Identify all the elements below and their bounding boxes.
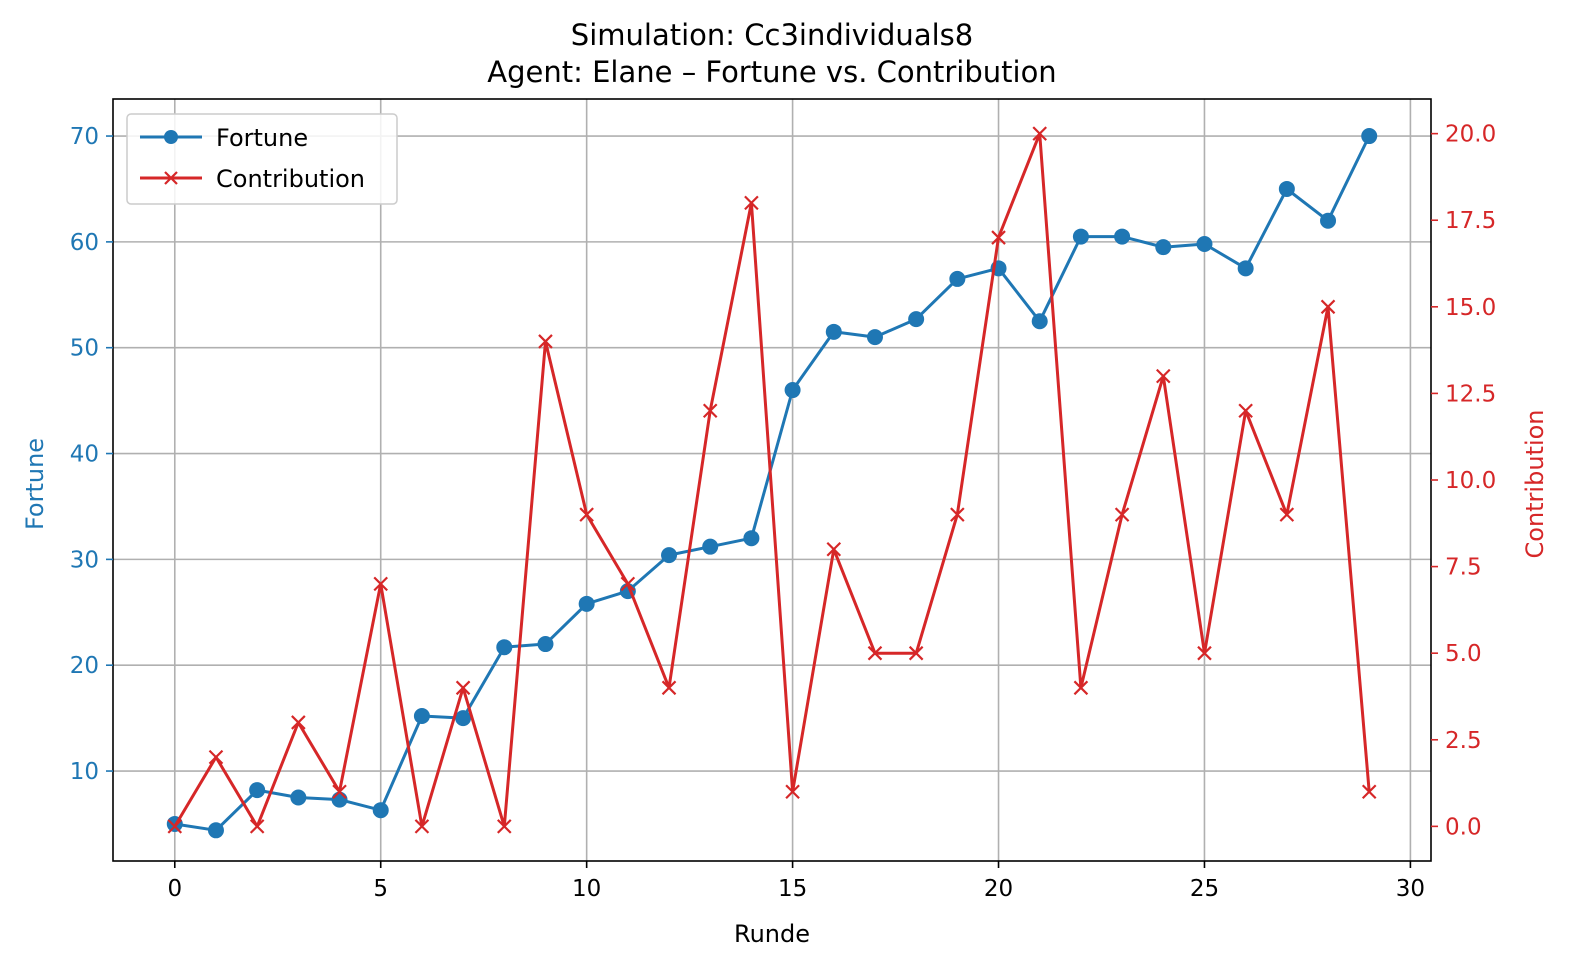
fortune-point xyxy=(1196,235,1213,252)
contribution-point xyxy=(826,541,842,557)
fortune-point xyxy=(1114,228,1131,245)
contribution-point xyxy=(332,784,347,800)
fortune-point xyxy=(702,538,719,555)
y-tick-label-left: 60 xyxy=(70,230,99,256)
x-tick-label: 15 xyxy=(778,876,807,902)
fortune-point xyxy=(249,782,266,799)
y-axis-label-right: Contribution xyxy=(1521,409,1549,558)
fortune-point xyxy=(1237,260,1254,277)
legend-fortune-marker xyxy=(164,130,178,144)
x-axis-label: Runde xyxy=(734,920,810,948)
y-tick-label-left: 30 xyxy=(70,547,99,573)
y-axis-label-left: Fortune xyxy=(21,438,49,530)
y-axis-right: 0.0 2.5 5.0 7.5 10.0 12.5 15.0 17.5 20.0 xyxy=(1431,122,1496,840)
y-tick-label-left: 10 xyxy=(70,759,99,785)
series-layer xyxy=(166,126,1378,839)
contribution-point xyxy=(1073,680,1089,696)
fortune-point xyxy=(1155,239,1172,256)
fortune-point xyxy=(1320,212,1337,229)
contribution-point xyxy=(291,715,306,730)
legend-fortune-label: Fortune xyxy=(216,124,308,152)
contribution-point xyxy=(1032,126,1047,141)
y-tick-label-left: 20 xyxy=(70,653,99,679)
contribution-point xyxy=(620,576,636,592)
fortune-point xyxy=(1278,180,1295,197)
fortune-point xyxy=(1031,313,1048,330)
fortune-point xyxy=(784,382,801,399)
contribution-point xyxy=(1320,299,1336,315)
y-tick-label-right: 2.5 xyxy=(1445,728,1482,754)
chart-title-line1: Simulation: Cc3individuals8 xyxy=(571,18,973,52)
y-tick-label-right: 5.0 xyxy=(1445,641,1482,667)
x-tick-label: 30 xyxy=(1396,876,1425,902)
y-tick-label-right: 7.5 xyxy=(1445,555,1482,581)
fortune-point xyxy=(578,595,595,612)
contribution-point xyxy=(1238,403,1253,419)
fortune-point xyxy=(537,636,554,653)
fortune-point xyxy=(413,708,430,725)
contribution-point xyxy=(538,334,553,349)
y-tick-label-right: 20.0 xyxy=(1445,122,1496,148)
y-tick-label-left: 40 xyxy=(70,442,99,468)
y-tick-label-left: 50 xyxy=(70,336,99,362)
chart-title-line2: Agent: Elane – Fortune vs. Contribution xyxy=(487,55,1056,89)
contribution-point xyxy=(1114,507,1130,522)
x-tick-label: 5 xyxy=(373,876,388,902)
contribution-point xyxy=(1279,507,1295,522)
contribution-point xyxy=(702,403,718,419)
legend: Fortune Contribution xyxy=(126,113,398,205)
contribution-point xyxy=(373,576,388,592)
y-axis-left: 10 20 30 40 50 60 70 xyxy=(70,124,113,785)
fortune-point xyxy=(825,323,842,340)
x-tick-label: 0 xyxy=(167,876,182,902)
fortune-point xyxy=(743,530,760,547)
x-axis: 0 5 10 15 20 25 30 xyxy=(167,861,1425,902)
x-tick-label: 25 xyxy=(1190,876,1219,902)
contribution-point xyxy=(455,680,471,696)
x-tick-label: 20 xyxy=(984,876,1013,902)
fortune-point xyxy=(949,270,966,287)
fortune-point xyxy=(1072,228,1089,245)
contribution-line xyxy=(173,132,1371,828)
contribution-point xyxy=(1156,368,1171,384)
fortune-point xyxy=(866,329,883,346)
contribution-point xyxy=(744,195,759,211)
legend-contribution-marker xyxy=(164,171,178,185)
contribution-point xyxy=(867,645,883,661)
contribution-point xyxy=(908,645,924,661)
contribution-point xyxy=(950,507,965,522)
contribution-point xyxy=(661,680,677,696)
fortune-point xyxy=(290,789,307,806)
y-tick-label-right: 12.5 xyxy=(1445,381,1496,407)
fortune-point xyxy=(661,547,678,564)
fortune-point xyxy=(1361,128,1378,145)
contribution-point xyxy=(1361,784,1377,800)
contribution-point xyxy=(579,507,594,522)
contribution-point xyxy=(208,749,224,765)
contribution-point xyxy=(167,819,183,834)
x-tick-label: 10 xyxy=(572,876,601,902)
y-tick-label-right: 15.0 xyxy=(1445,295,1496,321)
contribution-point xyxy=(249,819,265,834)
y-tick-label-left: 70 xyxy=(70,124,99,150)
contribution-point xyxy=(785,784,800,800)
contribution-point xyxy=(1197,645,1212,661)
fortune-point xyxy=(908,311,925,328)
fortune-point xyxy=(207,822,224,839)
fortune-point xyxy=(496,639,513,656)
fortune-point xyxy=(455,710,472,727)
contribution-point xyxy=(497,819,512,834)
contribution-point xyxy=(414,819,430,834)
fortune-point xyxy=(372,802,389,819)
fortune-point xyxy=(331,791,348,808)
y-tick-label-right: 10.0 xyxy=(1445,468,1496,494)
y-tick-label-right: 17.5 xyxy=(1445,208,1496,234)
legend-contribution-label: Contribution xyxy=(216,165,365,193)
contribution-point xyxy=(991,230,1006,245)
y-tick-label-right: 0.0 xyxy=(1445,814,1482,840)
